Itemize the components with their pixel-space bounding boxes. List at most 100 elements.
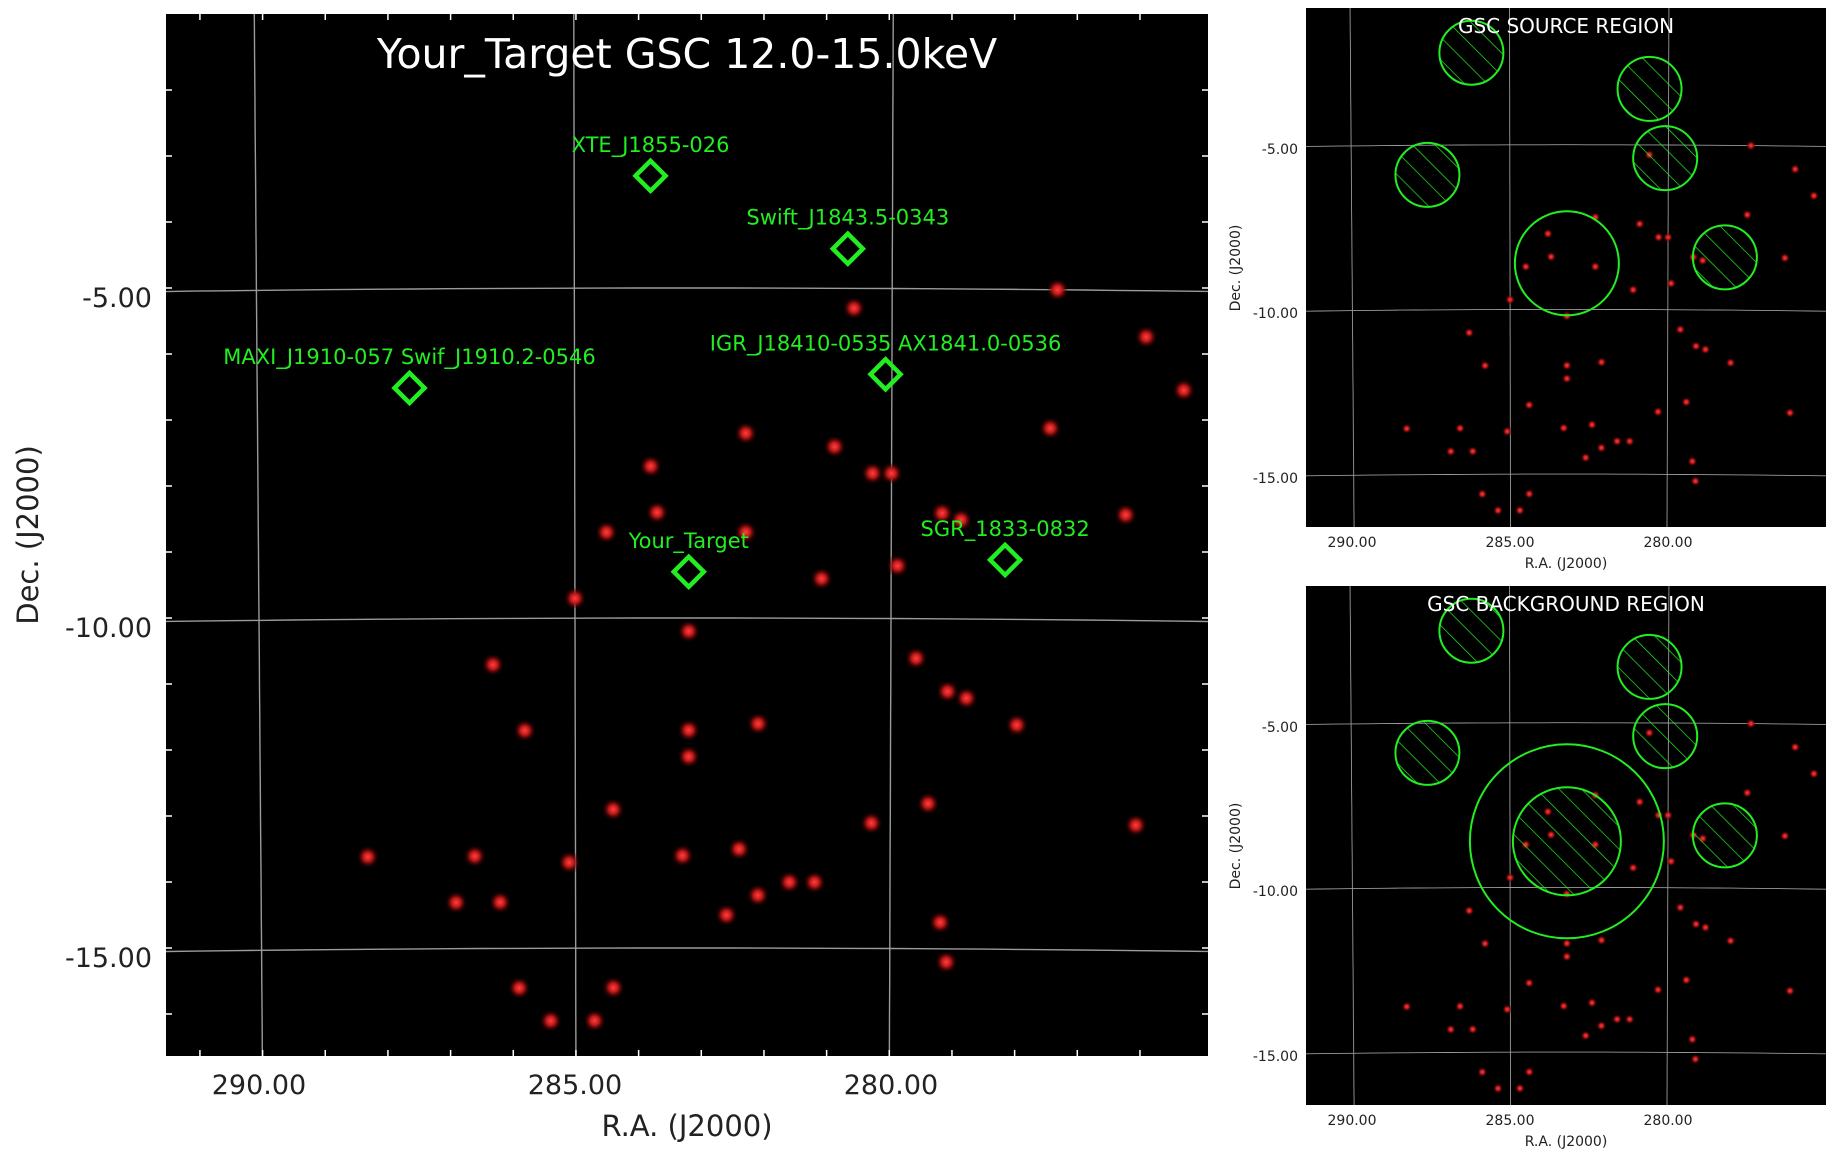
grid-line-ra-1 — [1509, 586, 1511, 1105]
xray-source-46 — [509, 977, 530, 998]
exclusion-region-1 — [1616, 633, 1683, 700]
exclusion-region-0 — [1438, 597, 1505, 664]
xray-source-44 — [1687, 456, 1697, 466]
xray-source-33 — [1402, 424, 1412, 434]
catalog-source-marker-2 — [867, 356, 904, 393]
grid-line-dec-0 — [1306, 722, 1826, 725]
xray-source-32 — [1785, 408, 1795, 418]
xray-source-22 — [1691, 341, 1701, 351]
exclusion-region-4 — [1691, 802, 1758, 869]
grid-line-dec-1 — [166, 617, 1208, 623]
xray-source-40 — [1612, 1014, 1622, 1024]
xray-source-1 — [1746, 141, 1756, 151]
xray-source-31 — [861, 813, 882, 834]
xray-source-35 — [559, 852, 580, 873]
xray-source-6 — [824, 436, 845, 457]
xray-source-38 — [446, 892, 467, 913]
main-grid — [166, 14, 1208, 1056]
xray-source-27 — [1562, 374, 1572, 384]
xray-source-39 — [1468, 446, 1478, 456]
xray-source-36 — [1559, 1001, 1569, 1011]
source-x-tick-2: 280.00 — [1644, 535, 1693, 551]
xray-source-2 — [1790, 742, 1800, 752]
xray-source-47 — [603, 977, 624, 998]
xray-source-30 — [1524, 400, 1534, 410]
xray-source-49 — [1493, 505, 1503, 515]
xray-source-25 — [1480, 361, 1490, 371]
xray-source-28 — [1726, 358, 1736, 368]
xray-source-37 — [729, 839, 750, 860]
xray-source-39 — [1468, 1024, 1478, 1034]
catalog-source-marker-1 — [829, 230, 867, 267]
source-exclusion-region — [1511, 786, 1622, 897]
grid-line-ra-0 — [1349, 586, 1355, 1105]
xray-source-4 — [640, 456, 661, 477]
xray-source-17 — [811, 568, 832, 589]
source-y-tick-1: -10.00 — [1253, 306, 1298, 322]
catalog-source-marker-5 — [986, 541, 1024, 579]
xray-source-35 — [1502, 426, 1512, 436]
background-x-axis-label: R.A. (J2000) — [1525, 1134, 1608, 1150]
main-title: Your_Target GSC 12.0-15.0keV — [376, 30, 997, 78]
source-region-panel: GSC SOURCE REGION 290.00 285.00 280.00 -… — [1228, 8, 1826, 572]
xray-source-25 — [514, 720, 535, 741]
xray-source-29 — [1681, 975, 1691, 985]
xray-source-42 — [1596, 443, 1606, 453]
xray-source-7 — [862, 463, 883, 484]
xray-source-48 — [1515, 505, 1525, 515]
xray-source-17 — [1628, 285, 1638, 295]
xray-source-13 — [932, 503, 953, 524]
xray-source-5 — [1590, 212, 1600, 222]
xray-source-30 — [1524, 978, 1534, 988]
xray-source-6 — [1635, 797, 1645, 807]
background-y-tick-0: -5.00 — [1262, 720, 1298, 736]
background-regions — [1394, 597, 1758, 940]
source-y-axis-label: Dec. (J2000) — [1228, 225, 1244, 312]
xray-source-22 — [1691, 919, 1701, 929]
grid-line-ra-0 — [253, 14, 264, 1056]
xray-source-37 — [1587, 998, 1597, 1008]
xray-source-20 — [906, 648, 927, 669]
xray-source-18 — [564, 588, 585, 609]
exclusion-region-3 — [1632, 703, 1699, 770]
grid-line-dec-2 — [1306, 473, 1826, 477]
xray-source-11 — [1521, 262, 1531, 272]
xray-source-33 — [1402, 1002, 1412, 1012]
xray-source-32 — [1125, 815, 1146, 836]
background-y-axis-label: Dec. (J2000) — [1228, 803, 1244, 890]
main-ticks — [166, 14, 1208, 1056]
xray-source-16 — [1115, 504, 1136, 525]
exclusion-region-2 — [1394, 719, 1461, 786]
xray-source-47 — [1524, 1067, 1534, 1077]
xray-source-49 — [1493, 1083, 1503, 1093]
main-y-tick-0: -5.00 — [82, 283, 152, 314]
background-x-tick-2: 280.00 — [1644, 1113, 1693, 1129]
xray-source-3 — [1809, 769, 1819, 779]
xray-source-19 — [678, 621, 699, 642]
source-x-tick-0: 290.00 — [1328, 535, 1377, 551]
xray-source-18 — [1505, 873, 1515, 883]
main-xray-sources — [357, 279, 1194, 1031]
xray-source-27 — [678, 746, 699, 767]
xray-source-36 — [672, 845, 693, 866]
catalog-source-marker-3 — [391, 369, 428, 407]
xray-source-4 — [1543, 229, 1553, 239]
xray-source-8 — [1663, 232, 1673, 242]
source-regions — [1394, 19, 1758, 317]
xray-source-38 — [1446, 1024, 1456, 1034]
xray-source-49 — [540, 1010, 561, 1031]
grid-line-dec-0 — [1306, 144, 1826, 147]
xray-source-42 — [1596, 1021, 1606, 1031]
xray-source-20 — [1675, 903, 1685, 913]
xray-source-1 — [1047, 279, 1068, 300]
main-catalog-sources: XTE_J1855-026 Swift_J1843.5-0343 IGR_J1841… — [223, 133, 1090, 590]
xray-source-29 — [918, 793, 939, 814]
main-panel: XTE_J1855-026 Swift_J1843.5-0343 IGR_J1841… — [11, 14, 1208, 1143]
xray-source-33 — [357, 846, 378, 867]
xray-source-40 — [1612, 436, 1622, 446]
xray-source-8 — [1663, 810, 1673, 820]
xray-source-41 — [1625, 436, 1635, 446]
xray-source-31 — [1653, 407, 1663, 417]
xray-source-42 — [747, 885, 768, 906]
catalog-source-label-4: Your_Target — [628, 529, 749, 554]
